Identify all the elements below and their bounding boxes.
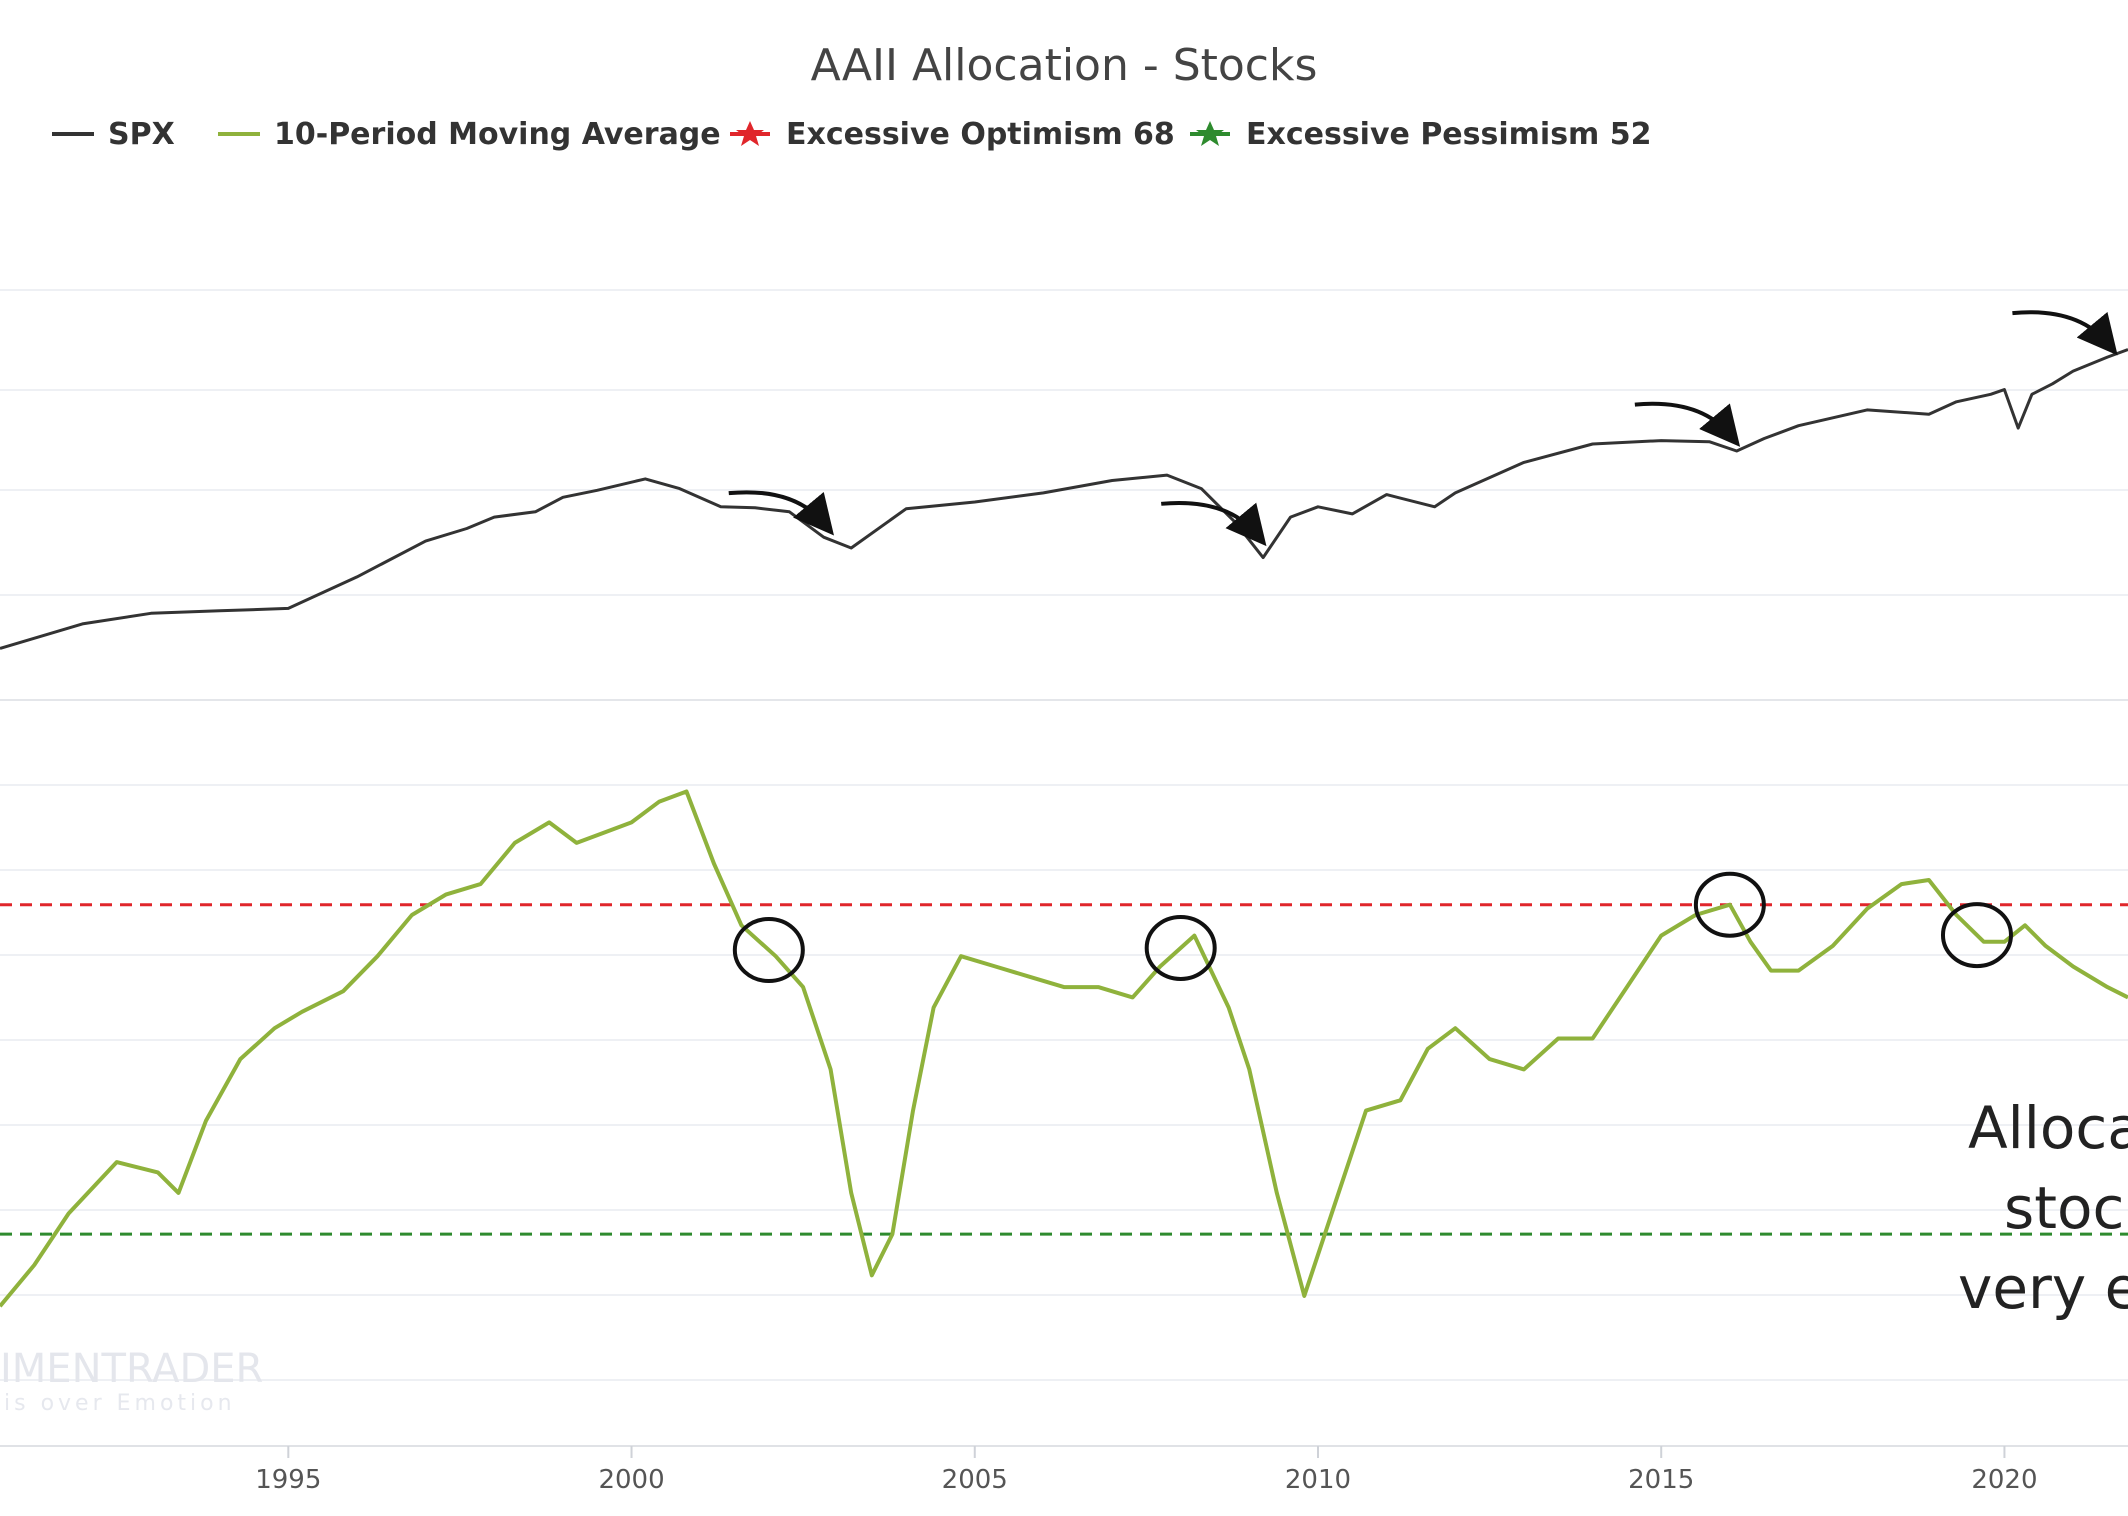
annotation-arrow bbox=[1161, 501, 1267, 547]
series-lines bbox=[0, 348, 2128, 1308]
legend-star-icon-pessimism bbox=[1196, 121, 1224, 146]
legend: SPX 10-Period Moving Average Excessive O… bbox=[52, 117, 1652, 152]
series-line-moving-average bbox=[0, 789, 2128, 1308]
x-tick-label: 2005 bbox=[942, 1465, 1008, 1495]
x-tick-label: 1995 bbox=[255, 1465, 321, 1495]
annotation-arrow bbox=[2012, 310, 2118, 356]
legend-label-excessive-pessimism: Excessive Pessimism 52 bbox=[1246, 117, 1652, 152]
x-tick-label: 2000 bbox=[598, 1465, 664, 1495]
x-tick-label: 2015 bbox=[1628, 1465, 1694, 1495]
annotation-circle bbox=[732, 917, 805, 983]
annotation-line-2: stock bbox=[2004, 1174, 2128, 1242]
annotation-arrow bbox=[1634, 401, 1741, 447]
legend-entry-spx[interactable]: SPX bbox=[52, 117, 175, 152]
annotations bbox=[728, 310, 2118, 983]
annotation-arrow bbox=[728, 490, 834, 536]
annotation-line-1: Alloca bbox=[1968, 1094, 2128, 1162]
legend-star-icon-optimism bbox=[736, 121, 764, 146]
watermark: IMENTRADER is over Emotion bbox=[0, 1346, 263, 1416]
legend-label-spx: SPX bbox=[108, 117, 175, 152]
annotation-circle bbox=[1693, 871, 1766, 938]
x-tick-label: 2020 bbox=[1971, 1465, 2037, 1495]
chart-title: AAII Allocation - Stocks bbox=[811, 40, 1318, 91]
annotation-text-block: Alloca stock very el bbox=[1958, 1094, 2128, 1322]
legend-label-excessive-optimism: Excessive Optimism 68 bbox=[786, 117, 1175, 152]
grid-lines bbox=[0, 289, 2128, 1381]
legend-entry-excessive-optimism[interactable]: Excessive Optimism 68 bbox=[730, 117, 1175, 152]
legend-entry-excessive-pessimism[interactable]: Excessive Pessimism 52 bbox=[1190, 117, 1652, 152]
watermark-main-text: IMENTRADER bbox=[0, 1346, 263, 1392]
x-axis: 1995 2000 2005 2010 2015 2020 bbox=[0, 1445, 2128, 1495]
legend-label-moving-average: 10-Period Moving Average bbox=[274, 117, 721, 152]
x-tick-label: 2010 bbox=[1285, 1465, 1351, 1495]
annotation-circle bbox=[1144, 914, 1217, 981]
watermark-sub-text: is over Emotion bbox=[4, 1391, 236, 1416]
legend-entry-moving-average[interactable]: 10-Period Moving Average bbox=[218, 117, 721, 152]
threshold-lines bbox=[0, 903, 2128, 1236]
annotation-line-3: very el bbox=[1958, 1254, 2128, 1322]
series-line-spx bbox=[0, 348, 2128, 650]
annotation-circle bbox=[1940, 902, 2013, 969]
